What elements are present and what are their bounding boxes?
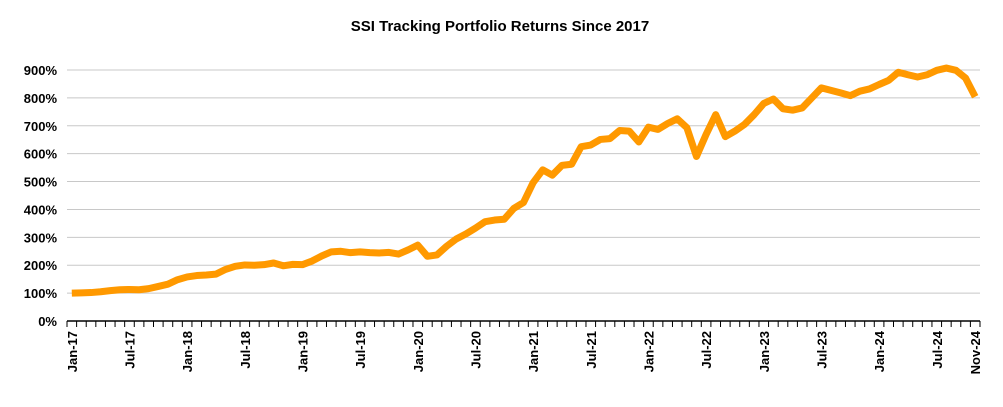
y-tick-label: 400% [24,202,58,217]
x-tick-label: Jul-17 [122,331,137,369]
chart-title: SSI Tracking Portfolio Returns Since 201… [351,18,649,35]
y-tick-label: 300% [24,230,58,245]
x-tick-label: Jan-22 [641,331,656,372]
y-tick-label: 700% [24,119,58,134]
y-tick-label: 0% [38,314,57,329]
y-tick-label: 600% [24,147,58,162]
x-tick-label: Jan-24 [872,330,887,372]
y-tick-label: 900% [24,63,58,78]
x-tick-label: Jan-21 [526,331,541,372]
x-tick-label: Jul-18 [238,331,253,369]
x-tick-label: Jul-20 [468,331,483,369]
y-tick-label: 500% [24,175,58,190]
gridlines [67,69,980,294]
series-group [71,64,979,297]
y-tick-label: 200% [24,258,58,273]
x-tick-label: Jul-21 [584,331,599,369]
x-tick-label: Jul-19 [353,331,368,369]
y-tick-label: 800% [24,91,58,106]
y-tick-label: 100% [24,286,58,301]
x-tick-label: Jul-24 [930,330,945,368]
x-tick-label: Jan-23 [757,331,772,372]
x-axis: Jan-17 Jul-17 Jan-18 Jul-18 Jan-19 Jul-19 Jan-… [65,320,983,374]
x-tick-label: Jan-19 [295,331,310,372]
y-axis: 0% 100% 200% 300% 400% 500% 600% 700% 800% 900% [24,63,58,329]
x-tick-label: Nov-24 [968,330,983,374]
x-tick-label: Jul-22 [699,331,714,369]
x-tick-label: Jul-23 [814,331,829,369]
x-tick-label: Jan-18 [180,331,195,372]
x-tick-label: Jan-17 [65,331,80,372]
x-tick-label: Jan-20 [411,331,426,372]
series-line [71,64,979,297]
